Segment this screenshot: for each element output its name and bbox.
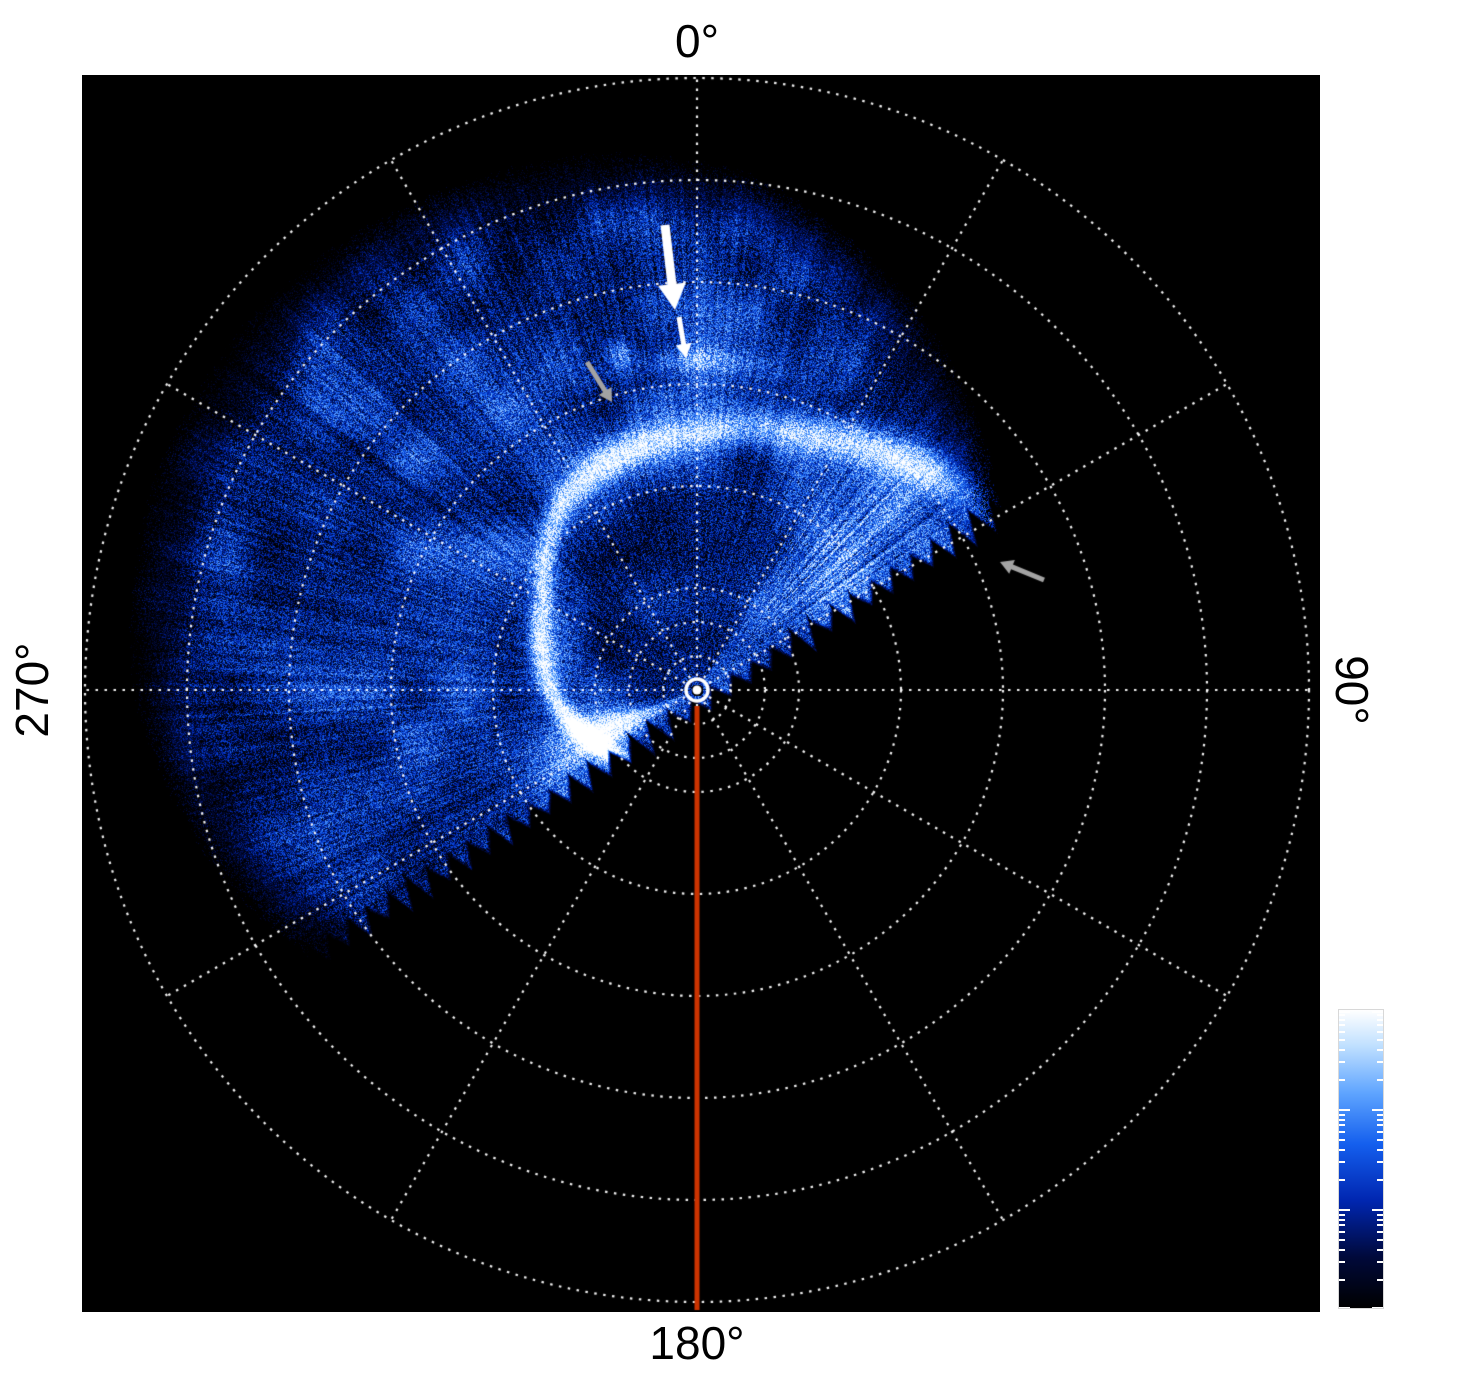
colorbar-tick-mark [1377,1039,1383,1042]
angle-label-90deg: 90° [1326,655,1378,725]
colorbar-tick-mark [1339,1239,1345,1242]
colorbar-tick-label: 1000 [1393,993,1458,1025]
colorbar-tick-mark [1377,1061,1383,1064]
colorbar-gradient [1338,1009,1384,1309]
colorbar-tick-mark [1339,1213,1345,1216]
colorbar-tick-mark [1377,1231,1383,1234]
colorbar-tick-mark [1372,1109,1383,1111]
colorbar-tick-mark [1377,1278,1383,1281]
colorbar-tick-mark [1372,1209,1383,1211]
colorbar-tick-mark [1377,1124,1383,1127]
colorbar-tick-mark [1339,1109,1350,1111]
colorbar-tick-mark [1377,1239,1383,1242]
colorbar-tick-mark [1339,1078,1345,1081]
colorbar-tick-mark [1339,1161,1345,1164]
colorbar-tick-mark [1377,1248,1383,1251]
colorbar-tick-mark [1339,1013,1345,1016]
colorbar-tick-mark [1339,1018,1345,1021]
colorbar-tick-mark [1339,1124,1345,1127]
colorbar-title: kR H2 [1280,949,1450,990]
colorbar-tick-label: 1 [1393,1293,1410,1325]
colorbar-tick-mark [1377,1078,1383,1081]
colorbar: kR H2 1000 100 10 1 [1262,943,1481,1325]
colorbar-tick-mark [1377,1218,1383,1221]
colorbar-tick-mark [1377,1018,1383,1021]
colorbar-tick-mark [1339,1011,1350,1013]
colorbar-tick-mark [1377,1118,1383,1121]
colorbar-tick-mark [1339,1024,1345,1027]
colorbar-tick-mark [1377,1013,1383,1016]
colorbar-tick-mark [1339,1039,1345,1042]
colorbar-tick-mark [1339,1113,1345,1116]
colorbar-tick-mark [1372,1307,1383,1308]
angle-label-0deg: 0° [675,15,719,67]
colorbar-tick-label: 10 [1393,1193,1426,1225]
colorbar-title-subscript: 2 [1394,968,1405,990]
colorbar-tick-mark [1377,1261,1383,1264]
colorbar-tick-mark [1339,1231,1345,1234]
colorbar-tick-mark [1339,1148,1345,1151]
colorbar-tick-mark [1339,1307,1350,1308]
colorbar-tick-mark [1377,1113,1383,1116]
colorbar-tick-mark [1339,1118,1345,1121]
colorbar-tick-mark [1339,1209,1350,1211]
colorbar-title-text: kR H [1325,949,1395,984]
colorbar-tick-mark [1339,1031,1345,1034]
colorbar-tick-mark [1377,1161,1383,1164]
colorbar-tick-mark [1339,1139,1345,1142]
colorbar-tick-label: 100 [1393,1093,1442,1125]
aurora-heatmap-canvas [82,75,1320,1312]
colorbar-tick-mark [1339,1178,1345,1181]
colorbar-tick-mark [1339,1278,1345,1281]
colorbar-tick-mark [1339,1261,1345,1264]
colorbar-tick-mark [1339,1218,1345,1221]
colorbar-tick-mark [1377,1224,1383,1227]
colorbar-tick-mark [1339,1048,1345,1051]
colorbar-tick-mark [1377,1178,1383,1181]
colorbar-tick-mark [1377,1139,1383,1142]
angle-label-270deg: 270° [6,642,58,738]
colorbar-tick-mark [1377,1031,1383,1034]
colorbar-tick-mark [1377,1148,1383,1151]
colorbar-tick-mark [1339,1248,1345,1251]
colorbar-tick-mark [1339,1061,1345,1064]
angle-label-180deg: 180° [649,1317,745,1369]
colorbar-tick-mark [1377,1131,1383,1134]
colorbar-tick-mark [1377,1048,1383,1051]
colorbar-tick-mark [1372,1011,1383,1013]
colorbar-tick-mark [1377,1024,1383,1027]
polar-plot-area: kR H2 1000 100 10 1 [82,75,1458,1324]
colorbar-tick-mark [1339,1131,1345,1134]
colorbar-tick-mark [1377,1213,1383,1216]
colorbar-tick-mark [1339,1224,1345,1227]
